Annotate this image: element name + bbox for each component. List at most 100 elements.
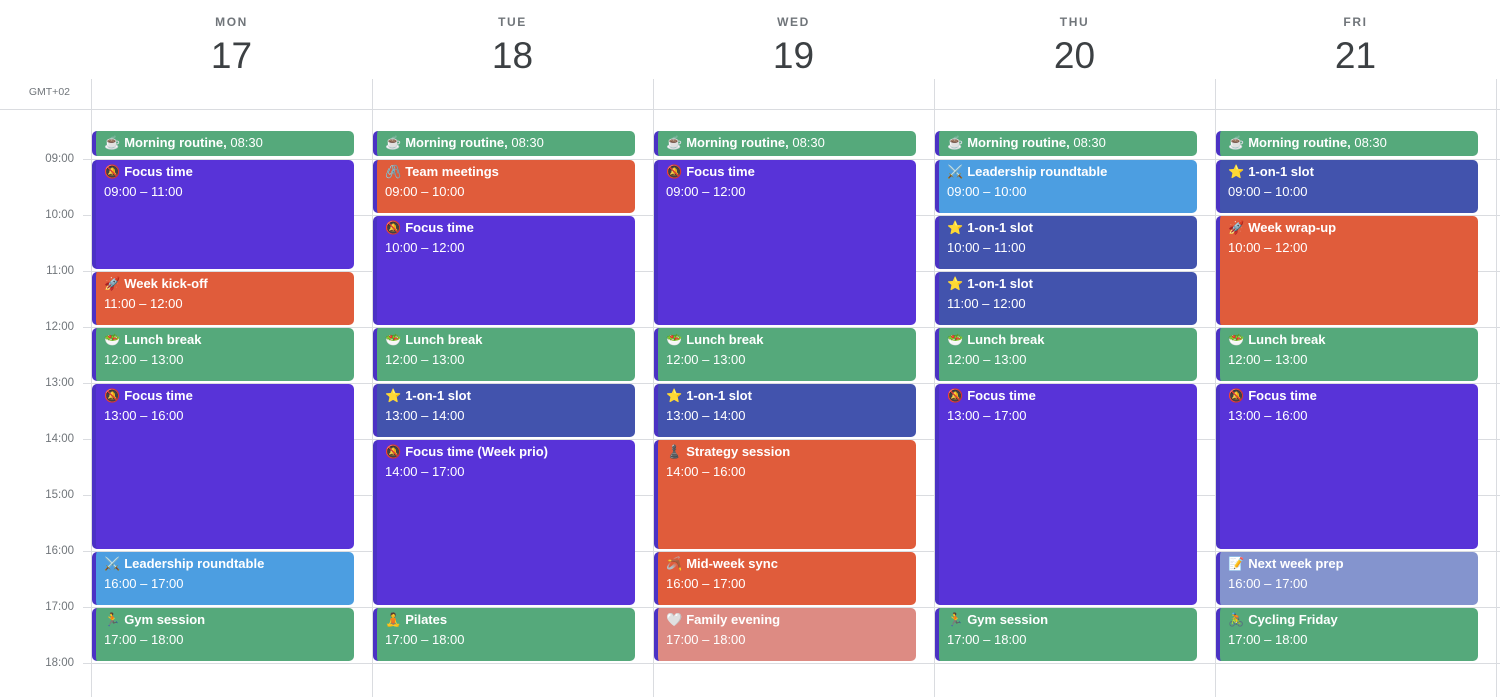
event-title: ☕ Morning routine, 08:30	[385, 131, 627, 154]
event-chip[interactable]: 🥗 Lunch break 12:00 – 13:00	[92, 327, 354, 381]
event-title-text: Focus time	[1248, 387, 1317, 403]
event-time: 10:00 – 12:00	[1228, 239, 1308, 255]
star-icon: ⭐	[947, 219, 964, 235]
day-number[interactable]: 21	[1334, 35, 1377, 76]
event-time: 08:30	[507, 135, 544, 151]
event-title: ♟️ Strategy session	[666, 442, 908, 462]
event-chip[interactable]: 🚴 Cycling Friday 17:00 – 18:00	[1216, 608, 1478, 662]
day-header-wed[interactable]: WED 19	[653, 0, 934, 92]
bell-muted-icon: 🔕	[666, 163, 683, 179]
day-separator	[91, 79, 92, 697]
event-title-text: Focus time	[124, 163, 193, 179]
day-number[interactable]: 18	[491, 35, 534, 76]
event-chip[interactable]: 🔕 Focus time 13:00 – 16:00	[1216, 383, 1478, 550]
event-chip[interactable]: 🔕 Focus time 09:00 – 11:00	[92, 159, 354, 269]
hour-line	[91, 439, 1500, 440]
event-title-text: 1-on-1 slot	[405, 387, 471, 403]
event-title-text: Gym session	[967, 612, 1049, 628]
event-title-text: Morning routine,	[405, 135, 508, 151]
event-chip[interactable]: ⚔️ Leadership roundtable 16:00 – 17:00	[92, 552, 354, 606]
event-chip[interactable]: 🔕 Focus time 10:00 – 12:00	[373, 215, 635, 325]
event-chip[interactable]: ☕ Morning routine, 08:30	[373, 131, 635, 157]
event-time: 09:00 – 10:00	[385, 183, 465, 199]
day-header-tue[interactable]: TUE 18	[372, 0, 653, 92]
event-title: ⭐ 1-on-1 slot	[1228, 162, 1470, 182]
salad-icon: 🥗	[104, 331, 121, 347]
event-time: 12:00 – 13:00	[1228, 351, 1308, 367]
event-chip[interactable]: ⭐ 1-on-1 slot 11:00 – 12:00	[935, 271, 1197, 325]
event-time: 13:00 – 14:00	[666, 407, 746, 423]
event-title: ☕ Morning routine, 08:30	[104, 131, 346, 154]
event-title: ⭐ 1-on-1 slot	[666, 386, 908, 406]
event-chip[interactable]: ☕ Morning routine, 08:30	[935, 131, 1197, 157]
event-chip[interactable]: ♟️ Strategy session 14:00 – 16:00	[654, 440, 916, 550]
event-title: 🔕 Focus time	[1228, 386, 1470, 406]
event-time: 13:00 – 14:00	[385, 407, 465, 423]
event-title: 🔕 Focus time (Week prio)	[385, 442, 627, 462]
day-of-week-label: THU	[1059, 15, 1090, 29]
event-time: 17:00 – 18:00	[666, 632, 746, 648]
hour-line	[91, 383, 1500, 384]
day-header-fri[interactable]: FRI 21	[1215, 0, 1496, 92]
event-chip[interactable]: ⭐ 1-on-1 slot 13:00 – 14:00	[654, 383, 916, 437]
event-chip[interactable]: 🧘 Pilates 17:00 – 18:00	[373, 608, 635, 662]
event-chip[interactable]: ☕ Morning routine, 08:30	[654, 131, 916, 157]
event-chip[interactable]: 🚀 Week wrap-up 10:00 – 12:00	[1216, 215, 1478, 325]
event-title: 🥗 Lunch break	[1228, 330, 1470, 350]
event-chip[interactable]: ☕ Morning routine, 08:30	[92, 131, 354, 157]
event-chip[interactable]: 📝 Next week prep 16:00 – 17:00	[1216, 552, 1478, 606]
event-time: 16:00 – 17:00	[1228, 576, 1308, 592]
event-time: 14:00 – 16:00	[666, 464, 746, 479]
event-title-text: Focus time	[967, 387, 1036, 403]
event-chip[interactable]: ☕ Morning routine, 08:30	[1216, 131, 1478, 157]
event-time: 11:00 – 12:00	[947, 295, 1026, 311]
event-chip[interactable]: 🥗 Lunch break 12:00 – 13:00	[935, 327, 1197, 381]
event-chip[interactable]: 🥗 Lunch break 12:00 – 13:00	[1216, 327, 1478, 381]
event-chip[interactable]: 🤍 Family evening 17:00 – 18:00	[654, 608, 916, 662]
day-number[interactable]: 19	[772, 35, 815, 76]
event-chip[interactable]: 🔕 Focus time (Week prio) 14:00 – 17:00	[373, 440, 635, 606]
event-chip[interactable]: 🚀 Week kick-off 11:00 – 12:00	[92, 271, 354, 325]
event-chip[interactable]: ⭐ 1-on-1 slot 09:00 – 10:00	[1216, 159, 1478, 213]
white-heart-icon: 🤍	[666, 612, 683, 628]
event-chip[interactable]: ⭐ 1-on-1 slot 13:00 – 14:00	[373, 383, 635, 437]
day-header-mon[interactable]: MON 17	[91, 0, 372, 92]
bell-muted-icon: 🔕	[104, 163, 121, 179]
event-title-text: Lunch break	[1248, 331, 1326, 347]
hour-tick	[83, 663, 91, 664]
event-chip[interactable]: 🏃 Gym session 17:00 – 18:00	[935, 608, 1197, 662]
salad-icon: 🥗	[947, 331, 964, 347]
day-separator	[934, 79, 935, 697]
event-title: ⭐ 1-on-1 slot	[947, 274, 1189, 294]
event-time: 09:00 – 11:00	[104, 183, 183, 199]
event-chip[interactable]: 🔕 Focus time 13:00 – 17:00	[935, 383, 1197, 606]
event-chip[interactable]: 🏃 Gym session 17:00 – 18:00	[92, 608, 354, 662]
event-time: 08:30	[1069, 135, 1106, 151]
event-chip[interactable]: 🥗 Lunch break 12:00 – 13:00	[654, 327, 916, 381]
event-chip[interactable]: 🖇️ Team meetings 09:00 – 10:00	[373, 159, 635, 213]
timezone-label: GMT+02	[28, 86, 70, 98]
event-title: 🧘 Pilates	[385, 610, 627, 630]
hour-tick	[83, 607, 91, 608]
event-chip[interactable]: 🔕 Focus time 09:00 – 12:00	[654, 159, 916, 325]
hour-label-11:00: 11:00	[46, 265, 74, 277]
event-title: 🥗 Lunch break	[947, 330, 1189, 350]
event-chip[interactable]: ⚔️ Leadership roundtable 09:00 – 10:00	[935, 159, 1197, 213]
event-time: 13:00 – 16:00	[1228, 407, 1308, 423]
hour-line	[91, 607, 1500, 608]
event-title: 🖇️ Team meetings	[385, 162, 627, 182]
event-time: 08:30	[1350, 135, 1387, 151]
day-separator	[372, 79, 373, 697]
event-chip[interactable]: 🥗 Lunch break 12:00 – 13:00	[373, 327, 635, 381]
day-number[interactable]: 20	[1053, 35, 1096, 76]
paperclips-icon: 🖇️	[385, 163, 402, 179]
event-title: 🥗 Lunch break	[104, 330, 346, 350]
event-title: 🔕 Focus time	[947, 386, 1189, 406]
event-chip[interactable]: ⭐ 1-on-1 slot 10:00 – 11:00	[935, 215, 1197, 269]
event-chip[interactable]: 🪃 Mid-week sync 16:00 – 17:00	[654, 552, 916, 606]
day-number[interactable]: 17	[210, 35, 253, 76]
coffee-icon: ☕	[947, 135, 964, 151]
event-title: ⚔️ Leadership roundtable	[947, 162, 1189, 182]
event-chip[interactable]: 🔕 Focus time 13:00 – 16:00	[92, 383, 354, 550]
day-header-thu[interactable]: THU 20	[934, 0, 1215, 92]
